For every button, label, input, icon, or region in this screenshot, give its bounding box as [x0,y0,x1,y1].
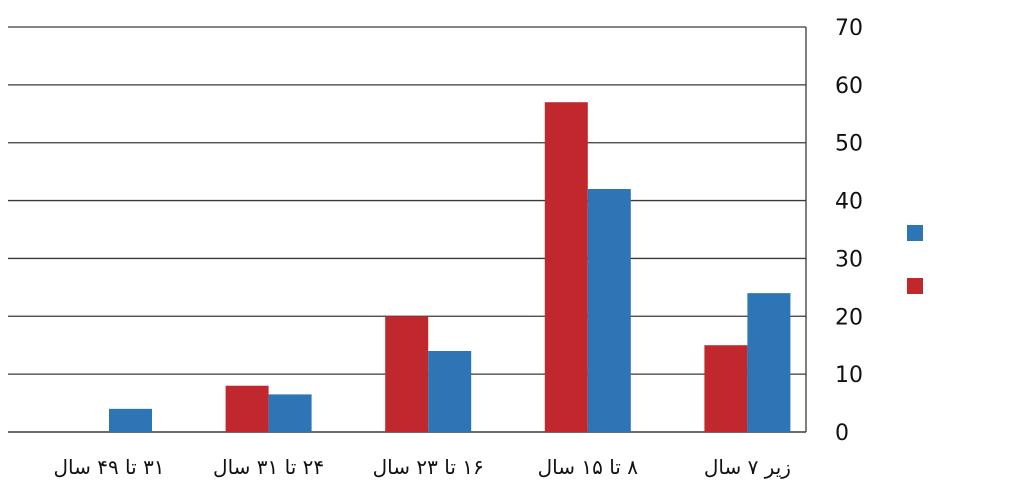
legend-swatch [907,278,923,294]
bar-series2 [268,394,312,432]
legend-swatch [907,225,923,241]
legend: قائمیهواوان [907,223,1013,298]
y-tick-label: 70 [835,16,863,41]
y-axis-ticks: 0 10 20 30 40 50 60 70 [835,16,863,446]
x-axis-categories: ۳۱ تا ۴۹ سال ۲۴ تا ۳۱ سال ۱۶ تا ۲۳ سال ۸ تا… [53,455,791,479]
y-tick-label: 40 [835,190,863,215]
bar-series1 [385,316,429,432]
x-category-label: ۲۴ تا ۳۱ سال [213,455,324,479]
y-tick-label: 10 [835,363,863,388]
gridlines [8,26,807,433]
y-tick-label: 60 [835,74,863,99]
bar-series2 [747,293,791,432]
y-tick-label: 50 [835,132,863,157]
y-tick-label: 30 [835,247,863,272]
bars [109,102,791,432]
bar-series2 [109,408,152,432]
bar-series2 [428,351,472,432]
bar-series2 [587,189,631,432]
bar-series1 [544,102,588,432]
x-category-label: ۸ تا ۱۵ سال [538,455,639,479]
x-category-label: ۳۱ تا ۴۹ سال [53,455,164,479]
bar-series1 [704,345,748,432]
x-category-label: ۱۶ تا ۲۳ سال [373,455,484,479]
bar-series1 [225,385,269,432]
y-tick-label: 0 [835,421,849,446]
y-tick-label: 20 [835,305,863,330]
x-category-label: زیر ۷ سال [704,455,791,479]
